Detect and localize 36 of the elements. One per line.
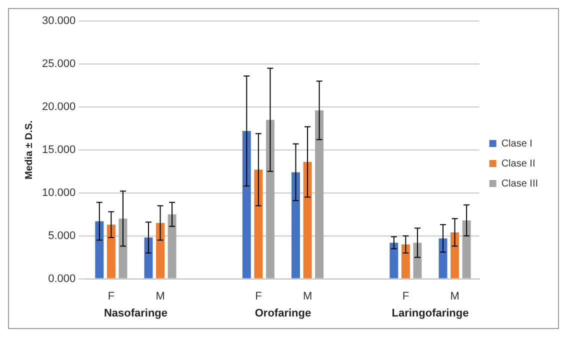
text: Nasofaringe (104, 308, 168, 320)
y-tick-label: 0.000 (48, 272, 76, 285)
bar (292, 172, 300, 278)
bar (390, 242, 398, 278)
bar (401, 244, 410, 278)
x-tick-label: M (450, 290, 460, 302)
bar (95, 221, 104, 278)
bar (315, 110, 324, 278)
legend-label: Clase I (501, 138, 532, 150)
x-tick-label: M (156, 290, 165, 302)
bar (413, 242, 422, 278)
y-tick-label: 15.000 (42, 144, 76, 156)
bar (303, 162, 312, 278)
bar (450, 232, 460, 278)
x-tick-label: M (302, 290, 312, 302)
bar (156, 222, 165, 278)
y-tick-label: 20.000 (42, 100, 76, 113)
bar (168, 214, 176, 278)
x-tick-label: F (255, 290, 262, 302)
bar (106, 224, 116, 278)
text: Orofaringe (254, 308, 312, 320)
x-tick-label: F (108, 290, 115, 302)
x-tick-label: F (402, 290, 410, 302)
legend-label: Clase III (501, 178, 538, 190)
bar (266, 120, 274, 278)
y-tick-label: 10.000 (42, 186, 76, 199)
bar (254, 170, 263, 278)
text: Laringofaringe (392, 308, 469, 320)
legend-label: Clase II (501, 158, 536, 170)
bar (118, 218, 128, 278)
bar (462, 220, 471, 278)
y-tick-label: 30.000 (42, 15, 76, 28)
y-tick-label: 25.000 (42, 58, 76, 70)
bar (242, 130, 251, 278)
y-axis-title: Media ± D.S. (24, 120, 35, 180)
y-tick-label: 5.000 (48, 230, 76, 242)
